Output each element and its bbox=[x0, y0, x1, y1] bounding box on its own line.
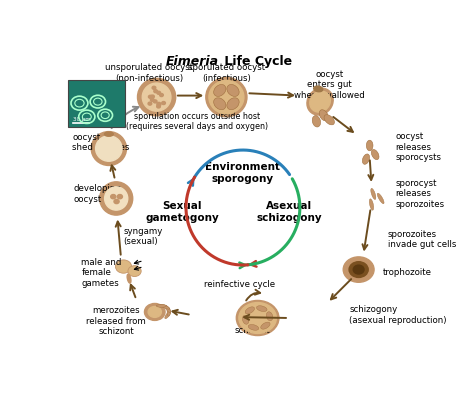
Ellipse shape bbox=[165, 311, 171, 319]
Ellipse shape bbox=[319, 110, 328, 121]
Circle shape bbox=[157, 103, 161, 105]
Ellipse shape bbox=[167, 308, 170, 316]
Ellipse shape bbox=[127, 274, 131, 283]
Ellipse shape bbox=[366, 140, 373, 151]
Ellipse shape bbox=[314, 86, 323, 92]
Ellipse shape bbox=[312, 116, 320, 127]
Circle shape bbox=[148, 102, 152, 105]
Ellipse shape bbox=[209, 81, 244, 114]
Text: oocyst
shed in feces: oocyst shed in feces bbox=[72, 133, 129, 152]
Ellipse shape bbox=[156, 305, 166, 307]
Circle shape bbox=[128, 266, 141, 277]
Ellipse shape bbox=[227, 98, 239, 110]
Text: sporulated oocyst
(infectious): sporulated oocyst (infectious) bbox=[188, 63, 265, 83]
Circle shape bbox=[145, 303, 165, 320]
Ellipse shape bbox=[100, 182, 133, 215]
Text: developing
oocyst: developing oocyst bbox=[74, 184, 122, 204]
Circle shape bbox=[157, 103, 161, 106]
Text: trophozoite: trophozoite bbox=[383, 268, 431, 277]
Text: reinfective cycle: reinfective cycle bbox=[204, 280, 275, 289]
Ellipse shape bbox=[369, 199, 374, 210]
Circle shape bbox=[239, 303, 276, 333]
Ellipse shape bbox=[142, 83, 171, 111]
Circle shape bbox=[117, 195, 122, 199]
Ellipse shape bbox=[96, 136, 122, 161]
Text: 30 μm: 30 μm bbox=[73, 117, 91, 122]
Circle shape bbox=[162, 101, 165, 105]
Text: unsporulated oocyst
(non-infectious): unsporulated oocyst (non-infectious) bbox=[105, 63, 193, 83]
Ellipse shape bbox=[214, 98, 226, 110]
Text: sporulation occurs outside host
(requires several days and oxygen): sporulation occurs outside host (require… bbox=[126, 112, 268, 131]
Circle shape bbox=[150, 98, 154, 101]
Circle shape bbox=[148, 307, 161, 318]
Ellipse shape bbox=[104, 132, 113, 136]
Ellipse shape bbox=[165, 305, 171, 313]
Circle shape bbox=[343, 257, 374, 282]
Ellipse shape bbox=[310, 91, 330, 112]
Text: schizont: schizont bbox=[234, 325, 270, 334]
Ellipse shape bbox=[214, 84, 226, 96]
Ellipse shape bbox=[137, 78, 176, 116]
Circle shape bbox=[148, 95, 152, 98]
Circle shape bbox=[157, 105, 160, 108]
Circle shape bbox=[237, 300, 279, 336]
Ellipse shape bbox=[206, 77, 247, 117]
Circle shape bbox=[153, 100, 157, 103]
Ellipse shape bbox=[227, 84, 239, 96]
Ellipse shape bbox=[363, 154, 370, 164]
Text: male and
female
gametes: male and female gametes bbox=[82, 258, 122, 288]
Ellipse shape bbox=[243, 315, 249, 324]
Ellipse shape bbox=[261, 322, 270, 329]
Text: schizogony
(asexual reproduction): schizogony (asexual reproduction) bbox=[349, 305, 447, 325]
Circle shape bbox=[110, 195, 116, 199]
Circle shape bbox=[353, 265, 364, 274]
Text: sporozoites
invade gut cells: sporozoites invade gut cells bbox=[388, 230, 456, 249]
Ellipse shape bbox=[377, 193, 384, 204]
Text: oocyst
enters gut
when swallowed: oocyst enters gut when swallowed bbox=[294, 70, 365, 100]
Text: Life Cycle: Life Cycle bbox=[220, 55, 292, 68]
Ellipse shape bbox=[307, 88, 333, 115]
Ellipse shape bbox=[91, 132, 127, 165]
Text: Eimeria: Eimeria bbox=[166, 55, 219, 68]
Ellipse shape bbox=[371, 149, 379, 160]
Text: oocyst
releases
sporocysts: oocyst releases sporocysts bbox=[395, 132, 441, 162]
Circle shape bbox=[152, 86, 156, 89]
Text: sporocyst
releases
sporozoites: sporocyst releases sporozoites bbox=[395, 179, 445, 209]
FancyBboxPatch shape bbox=[68, 81, 125, 127]
Ellipse shape bbox=[161, 304, 170, 309]
Text: Asexual
schizogony: Asexual schizogony bbox=[256, 201, 322, 223]
Circle shape bbox=[116, 260, 132, 273]
Text: merozoites
released from
schizont: merozoites released from schizont bbox=[86, 306, 146, 336]
Ellipse shape bbox=[266, 312, 273, 321]
Text: syngamy
(sexual): syngamy (sexual) bbox=[124, 227, 163, 246]
Circle shape bbox=[349, 262, 368, 277]
Circle shape bbox=[157, 91, 161, 94]
Ellipse shape bbox=[324, 115, 335, 125]
Circle shape bbox=[151, 95, 155, 98]
Ellipse shape bbox=[256, 306, 267, 312]
Text: Sexual
gametogony: Sexual gametogony bbox=[146, 201, 219, 223]
Ellipse shape bbox=[371, 188, 376, 200]
Ellipse shape bbox=[245, 307, 255, 314]
Text: Environment
sporogony: Environment sporogony bbox=[205, 162, 281, 184]
Circle shape bbox=[160, 94, 164, 97]
Ellipse shape bbox=[248, 325, 259, 330]
Ellipse shape bbox=[105, 187, 128, 210]
Circle shape bbox=[154, 90, 157, 93]
Circle shape bbox=[114, 199, 119, 204]
